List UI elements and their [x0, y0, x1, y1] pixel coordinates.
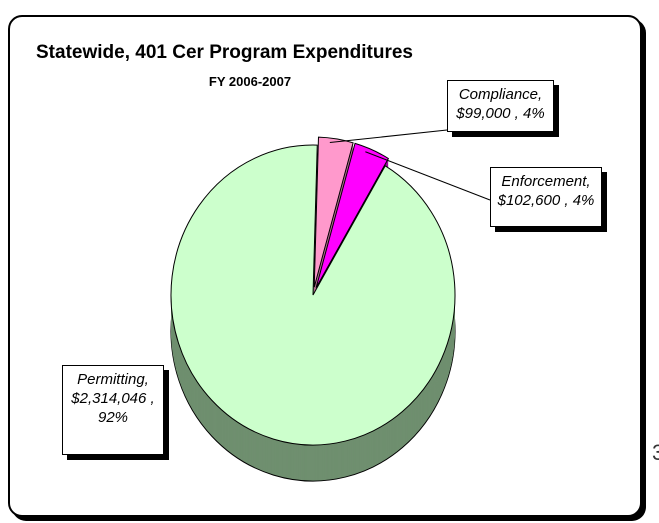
data-label: Enforcement, $102,600 , 4%: [490, 167, 602, 227]
slice: [170, 144, 456, 446]
data-label: Compliance, $99,000 , 4%: [447, 80, 554, 132]
slice: [313, 136, 354, 288]
leader-line: [365, 151, 491, 201]
data-label: Permitting, $2,314,046 , 92%: [62, 365, 164, 455]
slice: [315, 142, 390, 288]
leader-line: [329, 129, 448, 144]
chart-subtitle: FY 2006-2007: [208, 74, 292, 89]
page-number: 3: [652, 440, 659, 465]
chart-title: Statewide, 401 Cer Program Expenditures: [36, 42, 413, 63]
